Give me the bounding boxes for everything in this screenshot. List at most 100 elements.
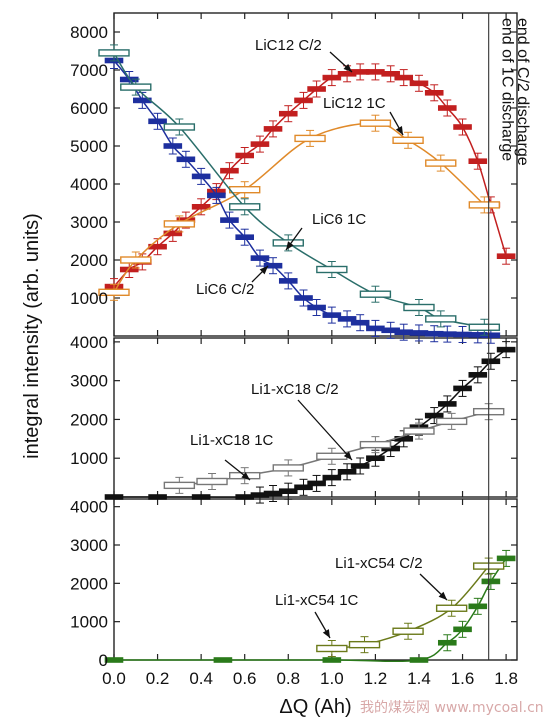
data-point-top-2 (307, 304, 326, 311)
data-point-middle-0 (453, 385, 472, 392)
y-tick-label: 6000 (70, 99, 108, 118)
data-point-top-2 (263, 262, 283, 269)
panels-layer (113, 12, 518, 661)
y-tick-label: 2000 (70, 251, 108, 270)
data-point-top-0 (409, 80, 429, 87)
data-point-top-0 (394, 74, 414, 81)
data-point-top-3 (468, 323, 501, 331)
y-tick-label: 4000 (70, 333, 108, 352)
end-1c-label: end of 1C discharge (499, 18, 516, 161)
data-point-top-2 (250, 255, 270, 261)
data-point-top-0 (496, 253, 516, 259)
y-tick-label: 1000 (70, 449, 108, 468)
end-c2-label: end of C/2 discharge (514, 18, 531, 166)
data-point-middle-0 (191, 494, 211, 500)
data-point-middle-0 (481, 358, 501, 365)
y-tick-label: 0 (99, 651, 108, 670)
data-point-top-0 (294, 97, 313, 104)
arrow-lic54-1c-head (322, 629, 330, 638)
data-point-middle-0 (496, 346, 516, 353)
data-point-middle-1 (316, 452, 348, 460)
data-point-bottom-0 (213, 657, 233, 663)
x-tick-label: 0.8 (276, 669, 300, 688)
arrow-lic6-c2-head (259, 266, 268, 275)
data-point-middle-0 (350, 463, 370, 469)
data-point-top-2 (278, 278, 298, 284)
data-point-top-1 (98, 288, 130, 296)
data-point-middle-0 (437, 401, 457, 407)
data-point-top-1 (294, 134, 326, 143)
data-point-bottom-1 (316, 644, 348, 653)
data-point-top-3 (229, 203, 261, 211)
data-point-bottom-1 (348, 640, 381, 649)
data-point-top-2 (163, 143, 183, 149)
y-axis-title: integral intensity (arb. units) (21, 213, 43, 459)
data-point-top-2 (337, 316, 357, 322)
data-point-top-0 (424, 90, 444, 96)
data-point-top-3 (163, 123, 196, 131)
labels-layer: 1000 2000 3000 4000 5000 6000 7000 8000 1000 2000… (21, 18, 544, 718)
label-lic18-c2: Li1-xC18 C/2 (251, 381, 339, 398)
marks-layer (98, 13, 516, 663)
panel-frame-top (113, 12, 518, 337)
data-point-middle-0 (148, 494, 167, 500)
data-point-bottom-0 (481, 578, 501, 585)
data-point-top-0 (191, 204, 211, 210)
arrow-lic18-c2 (297, 399, 353, 461)
data-point-top-0 (307, 86, 326, 92)
data-point-top-2 (235, 234, 255, 240)
data-point-middle-0 (322, 474, 342, 481)
data-point-top-1 (163, 220, 196, 228)
y-tick-label: 1000 (70, 613, 108, 632)
data-point-top-2 (148, 118, 167, 125)
data-point-top-1 (468, 201, 501, 209)
x-tick-label: 0.2 (146, 669, 170, 688)
data-point-top-0 (453, 124, 472, 130)
panel-frame-middle (113, 337, 518, 498)
y-tick-label: 5000 (70, 137, 108, 156)
data-point-top-0 (381, 71, 400, 77)
data-point-top-2 (294, 295, 313, 301)
data-point-bottom-0 (322, 657, 342, 663)
label-lic12-c2: LiC12 C/2 (255, 37, 322, 54)
data-point-top-0 (263, 126, 283, 132)
data-point-top-3 (120, 83, 152, 91)
data-point-middle-0 (294, 484, 313, 491)
data-point-middle-1 (196, 477, 228, 486)
data-point-middle-0 (366, 455, 385, 462)
data-point-bottom-0 (409, 657, 429, 663)
data-point-middle-0 (104, 494, 124, 500)
data-point-bottom-0 (496, 555, 516, 562)
data-point-top-3 (425, 315, 457, 323)
y-tick-label: 3000 (70, 536, 108, 555)
data-point-top-2 (207, 192, 226, 199)
data-point-middle-0 (337, 468, 357, 475)
data-point-top-0 (163, 230, 183, 237)
arrow-lic18-c2-head (343, 451, 352, 460)
data-point-top-0 (235, 152, 255, 159)
data-point-middle-1 (359, 440, 392, 449)
data-point-top-1 (229, 185, 261, 194)
data-point-top-2 (350, 319, 370, 326)
data-point-middle-0 (278, 488, 298, 494)
x-tick-label: 1.2 (364, 669, 388, 688)
x-tick-label: 1.4 (407, 669, 431, 688)
data-point-top-1 (392, 136, 424, 145)
arrow-lic54-c2-head (438, 591, 447, 600)
watermark: 我的煤炭网 www.mycoal.cn (360, 700, 544, 716)
data-point-top-3 (98, 49, 130, 57)
y-tick-label: 3000 (70, 213, 108, 232)
data-point-top-0 (322, 74, 342, 81)
data-point-top-3 (316, 265, 348, 274)
y-tick-label: 7000 (70, 61, 108, 80)
label-lic54-1c: Li1-xC54 1C (275, 592, 359, 609)
x-tick-label: 0.6 (233, 669, 257, 688)
data-point-top-0 (437, 105, 457, 111)
data-point-middle-0 (394, 436, 414, 442)
x-tick-label: 0.0 (102, 669, 126, 688)
arrow-lic6-1c-head (286, 241, 294, 250)
y-tick-label: 8000 (70, 23, 108, 42)
data-point-top-3 (403, 303, 435, 312)
data-point-middle-0 (468, 372, 488, 378)
label-lic18-1c: Li1-xC18 1C (190, 432, 274, 449)
